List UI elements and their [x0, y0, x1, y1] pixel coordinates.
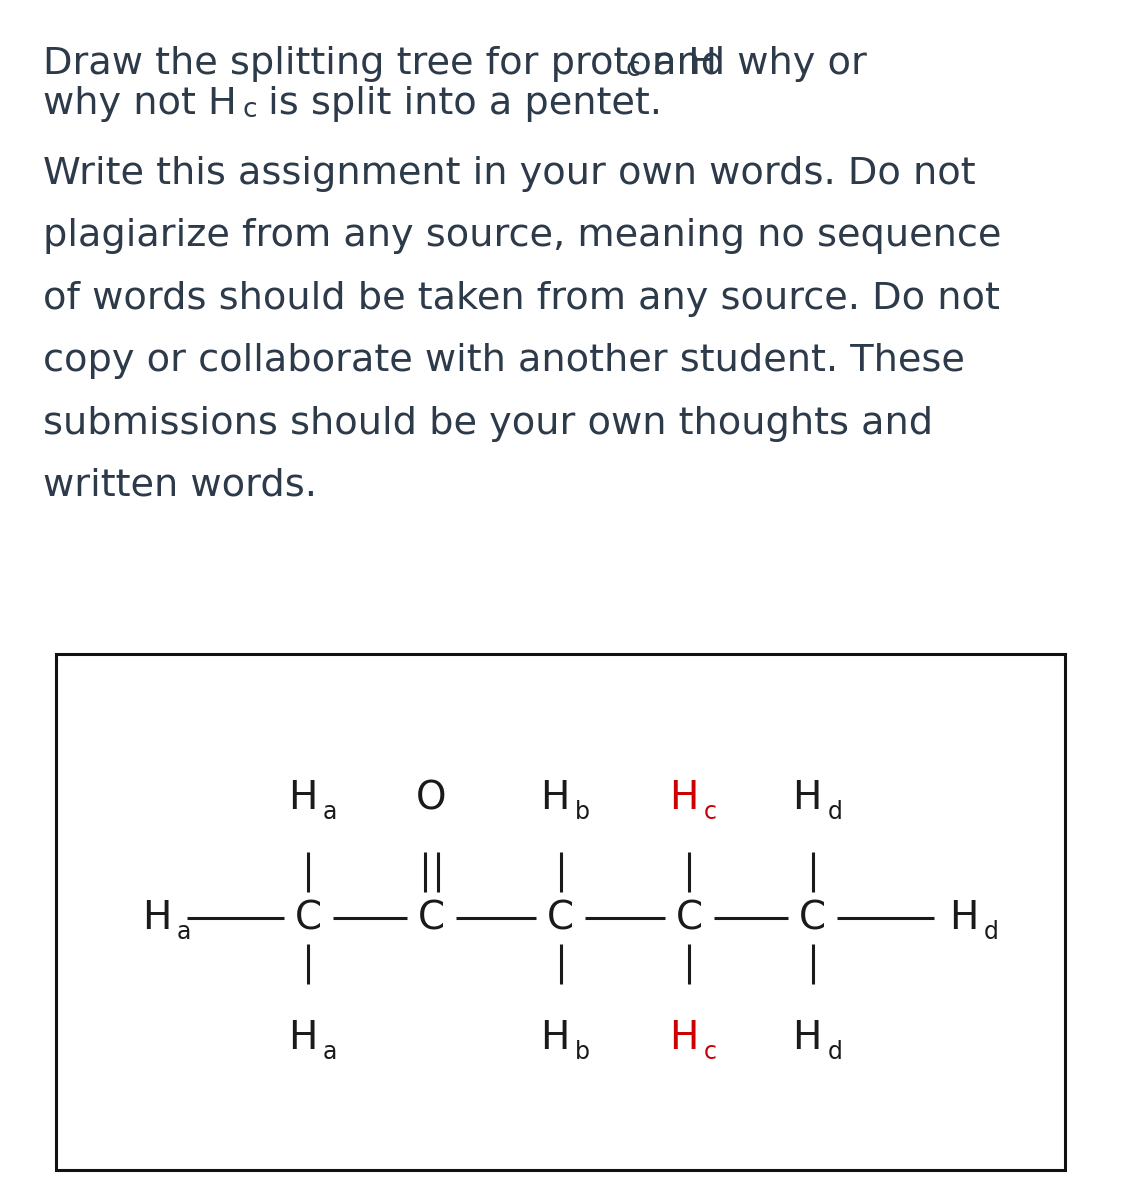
Text: c: c	[704, 800, 717, 824]
Text: a: a	[323, 800, 337, 824]
Text: H: H	[669, 1019, 698, 1057]
Text: d: d	[984, 920, 999, 944]
Text: C: C	[547, 899, 574, 937]
Text: H: H	[142, 899, 172, 937]
Text: H: H	[540, 779, 569, 817]
Text: c: c	[704, 1040, 717, 1064]
FancyBboxPatch shape	[56, 654, 1065, 1170]
Text: H: H	[949, 899, 979, 937]
Text: why not H: why not H	[43, 86, 237, 122]
Text: of words should be taken from any source. Do not: of words should be taken from any source…	[43, 281, 1000, 317]
Text: H: H	[288, 1019, 317, 1057]
Text: submissions should be your own thoughts and: submissions should be your own thoughts …	[43, 406, 933, 442]
Text: Write this assignment in your own words. Do not: Write this assignment in your own words.…	[43, 156, 975, 192]
Text: and why or: and why or	[641, 46, 867, 82]
Text: d: d	[827, 1040, 842, 1064]
Text: C: C	[676, 899, 703, 937]
Text: b: b	[575, 1040, 590, 1064]
Text: H: H	[669, 779, 698, 817]
Text: O: O	[416, 779, 447, 817]
Text: a: a	[323, 1040, 337, 1064]
Text: H: H	[540, 1019, 569, 1057]
Text: c: c	[242, 97, 257, 124]
Text: b: b	[575, 800, 590, 824]
Text: Draw the splitting tree for proton H: Draw the splitting tree for proton H	[43, 46, 716, 82]
Text: a: a	[177, 920, 192, 944]
Text: H: H	[793, 779, 822, 817]
Text: plagiarize from any source, meaning no sequence: plagiarize from any source, meaning no s…	[43, 218, 1001, 254]
Text: c: c	[626, 56, 640, 83]
Text: is split into a pentet.: is split into a pentet.	[256, 86, 661, 122]
Text: C: C	[295, 899, 322, 937]
Text: d: d	[827, 800, 842, 824]
Text: written words.: written words.	[43, 468, 316, 504]
Text: copy or collaborate with another student. These: copy or collaborate with another student…	[43, 343, 964, 379]
Text: H: H	[288, 779, 317, 817]
Text: C: C	[799, 899, 826, 937]
Text: C: C	[418, 899, 445, 937]
Text: H: H	[793, 1019, 822, 1057]
